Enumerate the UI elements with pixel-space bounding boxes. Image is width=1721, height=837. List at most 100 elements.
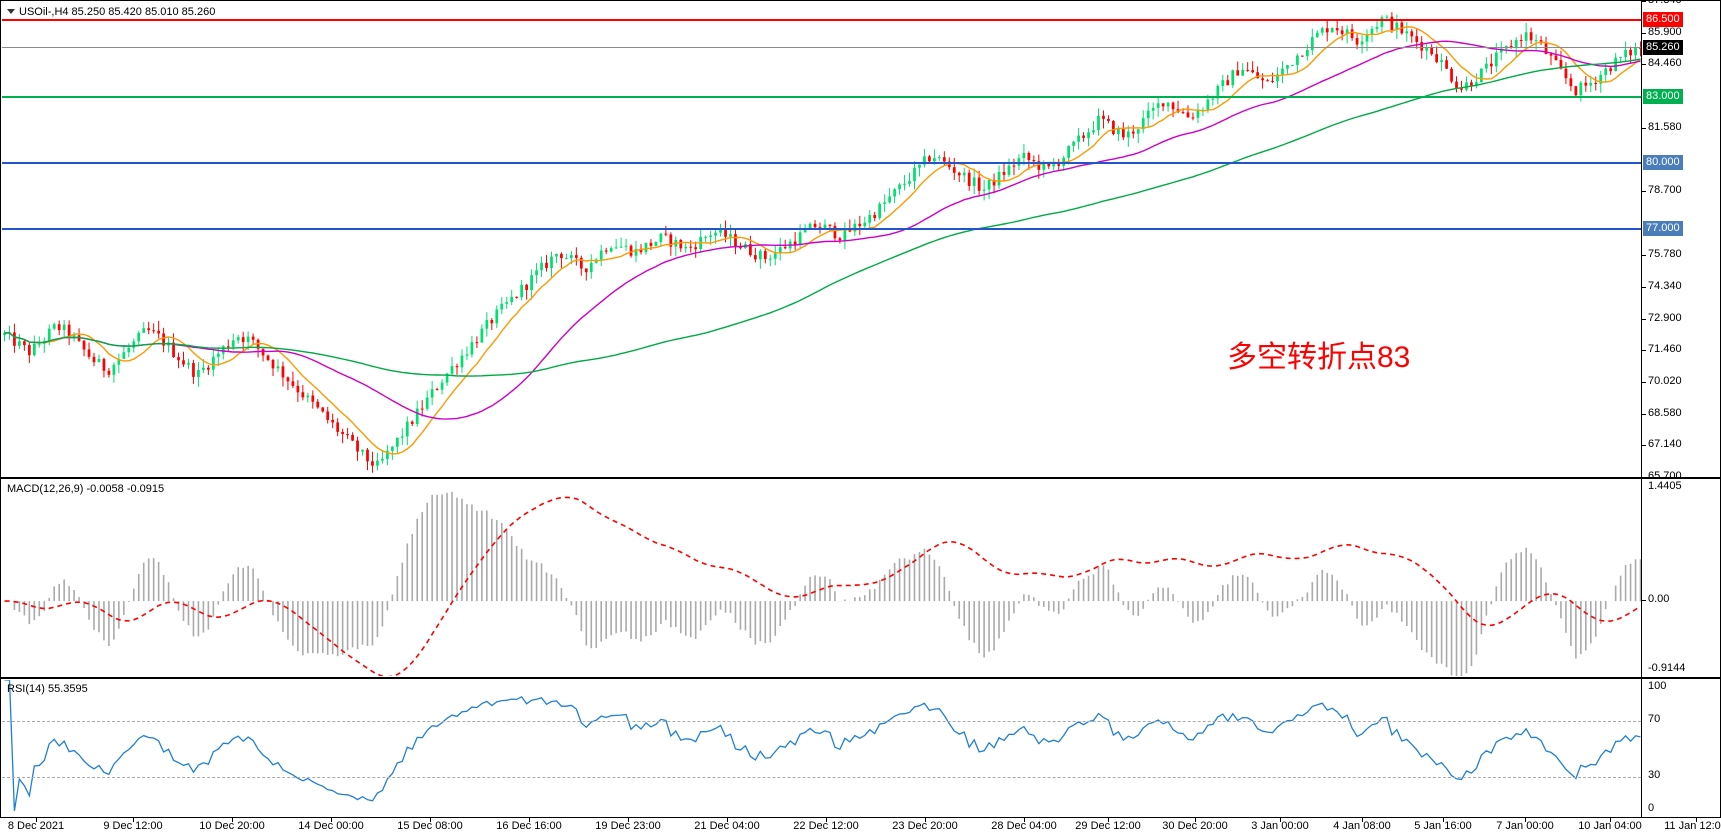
time-axis-label: 30 Dec 20:00 [1162, 820, 1228, 832]
time-axis-label: 10 Jan 04:00 [1578, 820, 1642, 832]
time-axis-tick [826, 818, 827, 822]
price-axis-label: 85.900 [1648, 25, 1682, 38]
price-level-line [2, 19, 1641, 22]
time-axis-tick [232, 818, 233, 822]
price-axis-tick [1642, 191, 1646, 193]
time-axis-label: 14 Dec 00:00 [298, 820, 364, 832]
macd-axis-tick [1642, 600, 1646, 602]
price-axis-tick [1642, 445, 1646, 447]
price-axis-tick [1642, 64, 1646, 66]
rsi-axis-label: 100 [1648, 680, 1667, 692]
price-level-tag: 80.000 [1643, 155, 1683, 171]
price-panel: USOil-,H4 85.250 85.420 85.010 85.260 多空… [0, 0, 1721, 482]
price-plot-area[interactable]: 多空转折点83 [2, 2, 1641, 476]
time-axis-label: 15 Dec 08:00 [397, 820, 463, 832]
price-axis-tick [1642, 32, 1646, 34]
price-axis-label: 74.340 [1648, 279, 1682, 292]
price-axis-tick [1642, 1, 1646, 2]
time-axis-tick [628, 818, 629, 822]
time-axis-label: 21 Dec 04:00 [694, 820, 760, 832]
price-axis-tick [1642, 413, 1646, 415]
rsi-series-svg [4, 680, 1641, 812]
rsi-title: RSI(14) 55.3595 [7, 683, 88, 695]
macd-axis-label: -0.9144 [1648, 662, 1686, 674]
time-axis-label: 7 Jan 00:00 [1496, 820, 1554, 832]
time-axis-label: 23 Dec 20:00 [892, 820, 958, 832]
price-axis-tick [1642, 255, 1646, 257]
macd-axis-label: 1.4405 [1648, 480, 1682, 492]
price-level-line [2, 162, 1641, 165]
time-axis-tick [1280, 818, 1281, 822]
time-axis-tick [133, 818, 134, 822]
price-level-tag: 77.000 [1643, 221, 1683, 237]
price-axis[interactable]: 87.340 85.900 84.460 81.580 78.700 75.780 74.3… [1641, 0, 1720, 482]
time-axis-tick [1195, 818, 1196, 822]
price-axis-label: 81.580 [1648, 120, 1682, 133]
rsi-axis-label: 30 [1648, 768, 1661, 781]
time-axis-tick [331, 818, 332, 822]
price-level-tag: 83.000 [1643, 89, 1683, 105]
macd-axis-label: 0.00 [1648, 593, 1670, 606]
time-axis-label: 10 Dec 20:00 [199, 820, 265, 832]
price-axis-label: 68.580 [1648, 406, 1682, 419]
rsi-panel: RSI(14) 55.3595 100 70 30 0 [0, 678, 1721, 818]
time-axis-tick [1695, 818, 1697, 822]
time-axis-tick [1443, 818, 1444, 822]
symbol-header: USOil-,H4 85.250 85.420 85.010 85.260 [19, 6, 216, 18]
time-axis-label: 16 Dec 16:00 [496, 820, 562, 832]
time-axis-label: 3 Jan 00:00 [1251, 820, 1309, 832]
price-axis-label: 71.460 [1648, 343, 1682, 356]
time-axis-tick [36, 818, 37, 822]
price-axis-label: 70.020 [1648, 374, 1682, 387]
time-axis-tick [1362, 818, 1363, 822]
macd-panel: MACD(12,26,9) -0.0058 -0.0915 1.4405 0.00… [0, 478, 1721, 678]
rsi-level-line [2, 776, 1641, 778]
time-axis-tick [925, 818, 926, 822]
price-level-tag: 85.260 [1643, 39, 1683, 55]
time-axis-tick [1108, 818, 1109, 822]
price-axis-label: 84.460 [1648, 57, 1682, 70]
price-axis-label: 65.700 [1648, 470, 1682, 482]
price-axis-tick [1642, 350, 1646, 352]
price-axis-tick [1642, 286, 1646, 288]
time-axis-label: 29 Dec 12:00 [1075, 820, 1141, 832]
time-axis-tick [1610, 818, 1611, 822]
price-axis-label: 72.900 [1648, 311, 1682, 324]
price-axis-label: 78.700 [1648, 184, 1682, 197]
price-axis-label: 67.140 [1648, 438, 1682, 451]
time-axis-label: 8 Dec 2021 [7, 820, 65, 832]
macd-series-svg [4, 491, 1641, 676]
time-axis-tick [727, 818, 728, 822]
time-axis-label: 28 Dec 04:00 [991, 820, 1057, 832]
price-axis-tick [1642, 381, 1646, 383]
price-axis-label: 75.780 [1648, 248, 1682, 261]
time-axis[interactable]: 8 Dec 2021 9 Dec 12:00 10 Dec 20:00 14 Dec … [0, 818, 1721, 837]
time-axis-tick [1525, 818, 1526, 822]
time-axis-tick [529, 818, 530, 822]
price-axis-tick [1642, 318, 1646, 320]
price-level-tag: 86.500 [1643, 12, 1683, 28]
rsi-level-line [2, 721, 1641, 723]
rsi-axis[interactable]: 100 70 30 0 [1641, 679, 1720, 817]
macd-title: MACD(12,26,9) -0.0058 -0.0915 [7, 483, 165, 495]
price-level-line [2, 228, 1641, 231]
macd-axis[interactable]: 1.4405 0.00 -0.9144 [1641, 479, 1720, 677]
time-axis-tick [1024, 818, 1025, 822]
rsi-plot-area[interactable] [2, 680, 1641, 816]
time-axis-label: 22 Dec 12:00 [793, 820, 859, 832]
price-level-line [2, 96, 1641, 99]
macd-plot-area[interactable] [2, 480, 1641, 676]
price-level-line [2, 46, 1641, 48]
rsi-axis-label: 0 [1648, 802, 1655, 814]
price-series-svg [3, 12, 1641, 473]
triangle-down-icon[interactable] [7, 9, 15, 14]
time-axis-label: 11 Jan 12:00 [1664, 820, 1721, 832]
chart-annotation: 多空转折点83 [1227, 341, 1411, 374]
price-axis-label: 87.340 [1648, 0, 1682, 6]
time-axis-label: 9 Dec 12:00 [103, 820, 163, 832]
time-axis-label: 5 Jan 16:00 [1414, 820, 1472, 832]
time-axis-tick [430, 818, 431, 822]
price-axis-tick [1642, 127, 1646, 129]
price-axis-tick [1642, 477, 1646, 478]
